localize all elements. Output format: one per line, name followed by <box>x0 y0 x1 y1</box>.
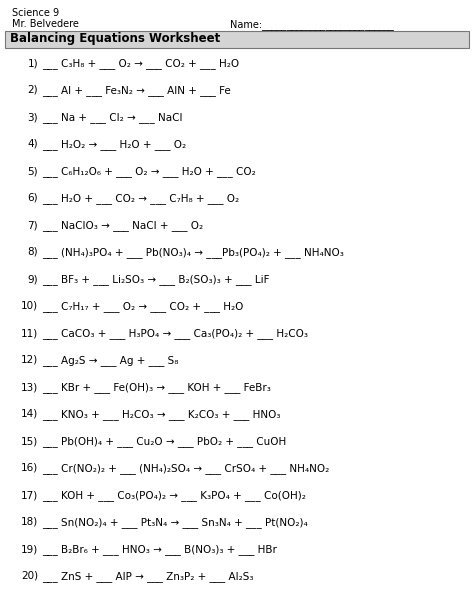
Text: ___ Na + ___ Cl₂ → ___ NaCl: ___ Na + ___ Cl₂ → ___ NaCl <box>42 112 182 123</box>
Text: 15): 15) <box>21 436 38 446</box>
Text: 12): 12) <box>21 355 38 365</box>
Text: ___ BF₃ + ___ Li₂SO₃ → ___ B₂(SO₃)₃ + ___ LiF: ___ BF₃ + ___ Li₂SO₃ → ___ B₂(SO₃)₃ + __… <box>42 274 270 285</box>
Text: ___ H₂O₂ → ___ H₂O + ___ O₂: ___ H₂O₂ → ___ H₂O + ___ O₂ <box>42 139 186 150</box>
Bar <box>5 31 469 48</box>
Text: Science 9: Science 9 <box>12 8 59 18</box>
Text: 17): 17) <box>21 490 38 500</box>
Text: ___ H₂O + ___ CO₂ → ___ C₇H₈ + ___ O₂: ___ H₂O + ___ CO₂ → ___ C₇H₈ + ___ O₂ <box>42 193 239 204</box>
Text: 19): 19) <box>21 544 38 554</box>
Text: 8): 8) <box>27 247 38 257</box>
Text: Mr. Belvedere: Mr. Belvedere <box>12 19 79 29</box>
Text: 7): 7) <box>27 220 38 230</box>
Text: 13): 13) <box>21 382 38 392</box>
Text: 4): 4) <box>27 139 38 149</box>
Text: 3): 3) <box>27 112 38 122</box>
Text: 2): 2) <box>27 85 38 95</box>
Text: 10): 10) <box>21 301 38 311</box>
Text: 14): 14) <box>21 409 38 419</box>
Text: ___ KBr + ___ Fe(OH)₃ → ___ KOH + ___ FeBr₃: ___ KBr + ___ Fe(OH)₃ → ___ KOH + ___ Fe… <box>42 382 271 393</box>
Text: ___ C₃H₈ + ___ O₂ → ___ CO₂ + ___ H₂O: ___ C₃H₈ + ___ O₂ → ___ CO₂ + ___ H₂O <box>42 58 239 69</box>
Text: Balancing Equations Worksheet: Balancing Equations Worksheet <box>10 32 220 45</box>
Text: ___ C₇H₁₇ + ___ O₂ → ___ CO₂ + ___ H₂O: ___ C₇H₁₇ + ___ O₂ → ___ CO₂ + ___ H₂O <box>42 301 243 312</box>
Text: ___ Pb(OH)₄ + ___ Cu₂O → ___ PbO₂ + ___ CuOH: ___ Pb(OH)₄ + ___ Cu₂O → ___ PbO₂ + ___ … <box>42 436 286 447</box>
Text: 16): 16) <box>21 463 38 473</box>
Text: ___ Cr(NO₂)₂ + ___ (NH₄)₂SO₄ → ___ CrSO₄ + ___ NH₄NO₂: ___ Cr(NO₂)₂ + ___ (NH₄)₂SO₄ → ___ CrSO₄… <box>42 463 329 474</box>
Text: ___ NaClO₃ → ___ NaCl + ___ O₂: ___ NaClO₃ → ___ NaCl + ___ O₂ <box>42 220 203 231</box>
Text: 1): 1) <box>27 58 38 68</box>
Text: 18): 18) <box>21 517 38 527</box>
Text: 5): 5) <box>27 166 38 176</box>
Text: Name:___________________________: Name:___________________________ <box>230 19 394 30</box>
Text: ___ KNO₃ + ___ H₂CO₃ → ___ K₂CO₃ + ___ HNO₃: ___ KNO₃ + ___ H₂CO₃ → ___ K₂CO₃ + ___ H… <box>42 409 281 420</box>
Text: ___ C₆H₁₂O₆ + ___ O₂ → ___ H₂O + ___ CO₂: ___ C₆H₁₂O₆ + ___ O₂ → ___ H₂O + ___ CO₂ <box>42 166 256 177</box>
Text: ___ Al + ___ Fe₃N₂ → ___ AlN + ___ Fe: ___ Al + ___ Fe₃N₂ → ___ AlN + ___ Fe <box>42 85 231 96</box>
Text: ___ ZnS + ___ AlP → ___ Zn₃P₂ + ___ Al₂S₃: ___ ZnS + ___ AlP → ___ Zn₃P₂ + ___ Al₂S… <box>42 571 254 582</box>
Text: ___ CaCO₃ + ___ H₃PO₄ → ___ Ca₃(PO₄)₂ + ___ H₂CO₃: ___ CaCO₃ + ___ H₃PO₄ → ___ Ca₃(PO₄)₂ + … <box>42 328 308 339</box>
Text: 11): 11) <box>21 328 38 338</box>
Text: 6): 6) <box>27 193 38 203</box>
Text: ___ KOH + ___ Co₃(PO₄)₂ → ___ K₃PO₄ + ___ Co(OH)₂: ___ KOH + ___ Co₃(PO₄)₂ → ___ K₃PO₄ + __… <box>42 490 306 501</box>
Text: ___ B₂Br₆ + ___ HNO₃ → ___ B(NO₃)₃ + ___ HBr: ___ B₂Br₆ + ___ HNO₃ → ___ B(NO₃)₃ + ___… <box>42 544 277 555</box>
Text: 20): 20) <box>21 571 38 581</box>
Text: 9): 9) <box>27 274 38 284</box>
Text: ___ (NH₄)₃PO₄ + ___ Pb(NO₃)₄ → ___Pb₃(PO₄)₂ + ___ NH₄NO₃: ___ (NH₄)₃PO₄ + ___ Pb(NO₃)₄ → ___Pb₃(PO… <box>42 247 344 258</box>
Text: ___ Ag₂S → ___ Ag + ___ S₈: ___ Ag₂S → ___ Ag + ___ S₈ <box>42 355 178 366</box>
Text: ___ Sn(NO₂)₄ + ___ Pt₃N₄ → ___ Sn₃N₄ + ___ Pt(NO₂)₄: ___ Sn(NO₂)₄ + ___ Pt₃N₄ → ___ Sn₃N₄ + _… <box>42 517 308 528</box>
